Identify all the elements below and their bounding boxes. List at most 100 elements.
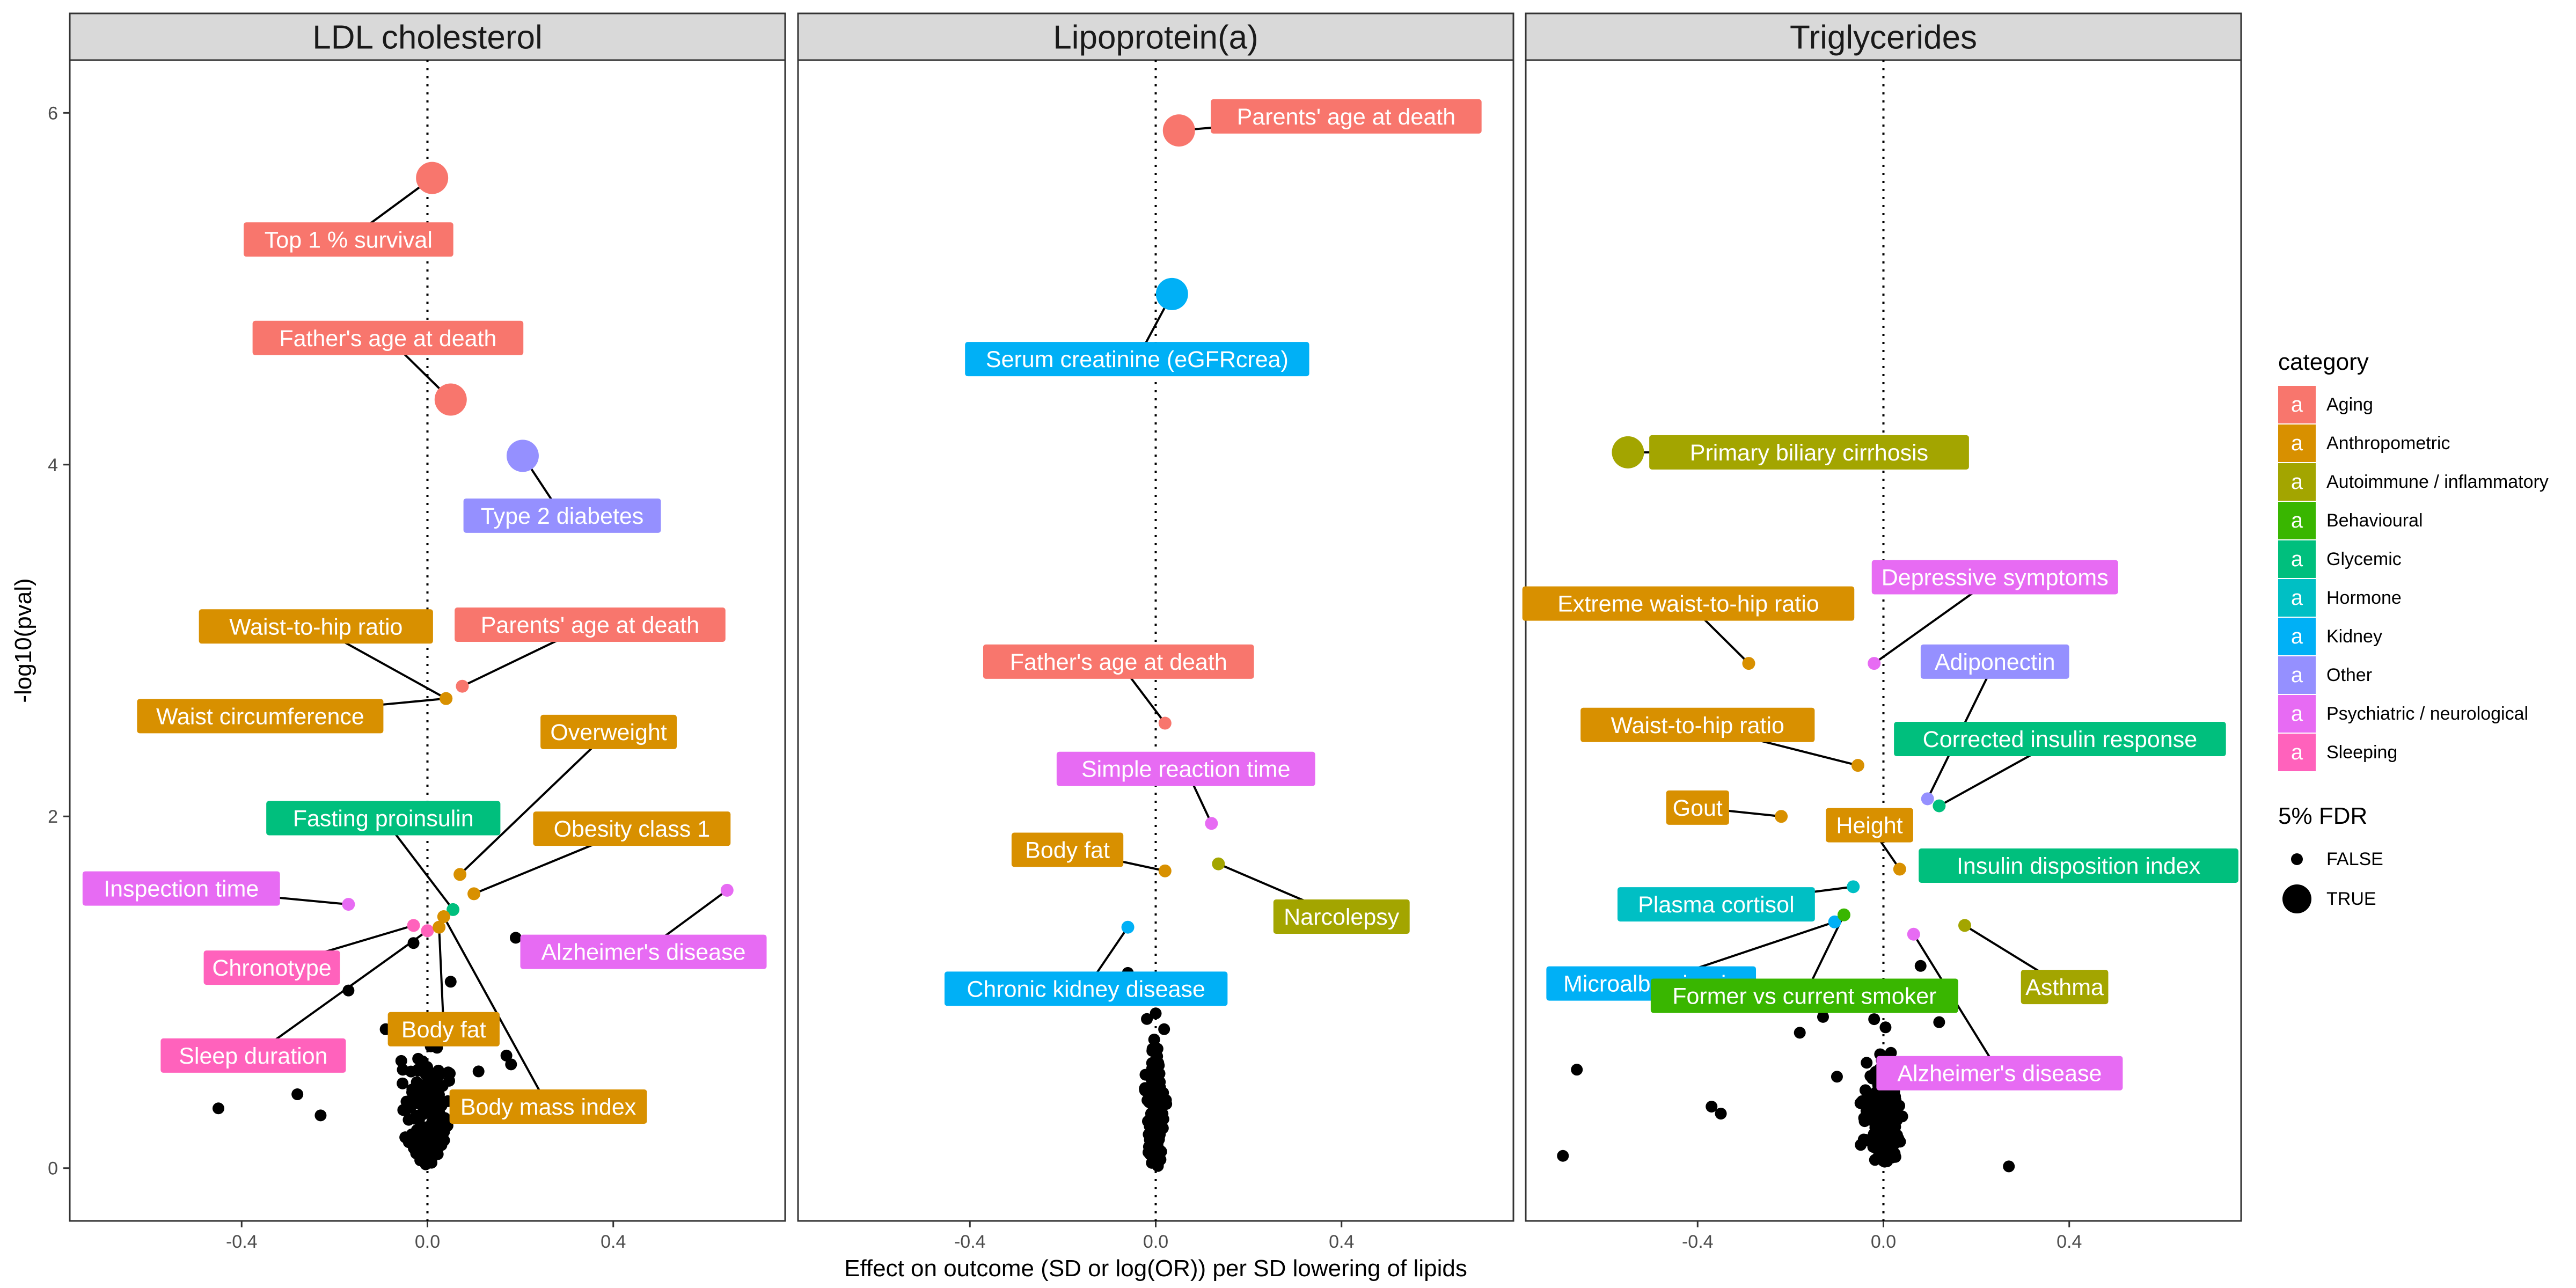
trait-point-highlighted — [1612, 436, 1644, 469]
trait-point — [411, 1124, 423, 1136]
facet-panel: Lipoprotein(a) -0.4 0.0 0.4 Parents' age at … — [797, 12, 1514, 1252]
trait-label: Type 2 diabetes — [481, 503, 644, 529]
trait-label: Primary biliary cirrhosis — [1690, 440, 1928, 466]
trait-point — [429, 1142, 442, 1154]
trait-point-highlighted — [421, 924, 434, 938]
trait-label-box — [449, 1089, 647, 1124]
trait-point-highlighted — [1121, 920, 1135, 934]
fdr-legend-label: TRUE — [2326, 888, 2376, 909]
x-tick-label: 0.0 — [1143, 1232, 1168, 1252]
trait-label-box — [1011, 832, 1124, 867]
trait-label: Waist-to-hip ratio — [1611, 713, 1784, 738]
trait-label: Inspection time — [104, 876, 259, 902]
trait-label: Top 1 % survival — [265, 227, 433, 253]
trait-point — [1879, 1021, 1892, 1034]
facet-title: LDL cholesterol — [312, 19, 543, 56]
trait-point-highlighted — [1775, 810, 1788, 823]
trait-label-box — [2021, 970, 2109, 1005]
x-tick-label: -0.4 — [226, 1232, 258, 1252]
fdr-legend-label: FALSE — [2326, 848, 2383, 869]
trait-point-highlighted — [1868, 657, 1881, 670]
trait-point — [1855, 1139, 1867, 1151]
trait-label-box — [1876, 1056, 2123, 1091]
trait-label: Father's age at death — [1010, 649, 1227, 675]
legend-item: a Hormone — [2278, 579, 2568, 617]
trait-label: Waist circumference — [156, 704, 364, 729]
trait-label: Fasting proinsulin — [293, 806, 474, 832]
legend-label: Other — [2326, 664, 2373, 685]
trait-label-box — [252, 320, 524, 355]
trait-point — [1148, 1134, 1161, 1146]
fdr-legend-title: 5% FDR — [2278, 803, 2368, 829]
x-tick-label: 0.4 — [2057, 1232, 2082, 1252]
trait-point-highlighted — [1828, 915, 1841, 928]
trait-label: Corrected insulin response — [1923, 727, 2198, 752]
trait-point-highlighted — [1907, 927, 1920, 941]
x-tick-label: 0.4 — [1329, 1232, 1354, 1252]
trait-label-box — [983, 644, 1254, 679]
trait-point — [1141, 1013, 1153, 1025]
trait-label-box — [540, 714, 677, 749]
trait-point — [429, 1131, 442, 1144]
trait-label: Body fat — [401, 1017, 486, 1043]
trait-point — [1139, 1082, 1151, 1095]
trait-point-highlighted — [1742, 657, 1755, 670]
trait-point — [1158, 1023, 1170, 1035]
trait-point — [2003, 1160, 2015, 1173]
trait-point — [444, 976, 457, 988]
trait-label: Parents' age at death — [1237, 104, 1455, 130]
trait-point — [1557, 1150, 1569, 1162]
x-tick-label: -0.4 — [1682, 1232, 1714, 1252]
fdr-small-dot-icon — [2278, 840, 2316, 878]
trait-point — [422, 1079, 435, 1092]
trait-point — [402, 1136, 415, 1148]
trait-label-box — [965, 342, 1309, 377]
trait-point — [406, 1083, 419, 1095]
trait-label: Father's age at death — [279, 326, 496, 352]
facet-panel: LDL cholesterol -0.4 0.0 0.4 0 2 4 6 Top 1 % sur… — [48, 12, 786, 1252]
trait-label: Depressive symptoms — [1882, 565, 2109, 591]
trait-point — [1868, 1013, 1880, 1026]
trait-point — [432, 1121, 444, 1133]
trait-point — [1571, 1064, 1583, 1076]
trait-point — [425, 1153, 437, 1166]
trait-point — [1861, 1057, 1873, 1069]
trait-point-highlighted — [1933, 799, 1946, 813]
trait-label-box — [1920, 644, 2069, 679]
trait-point-highlighted — [506, 440, 539, 472]
trait-label-box — [160, 1038, 346, 1073]
legend-item: a Autoimmune / inflammatory — [2278, 463, 2568, 501]
trait-point-highlighted — [1851, 759, 1864, 772]
trait-point-highlighted — [440, 692, 453, 705]
trait-label-box — [1211, 99, 1482, 134]
trait-label-box — [463, 498, 661, 533]
trait-label-box — [1919, 848, 2238, 883]
labeled-points: Primary biliary cirrhosis Depressive symp… — [1522, 435, 2238, 1091]
trait-label-box — [1894, 722, 2226, 757]
trait-label: Insulin disposition index — [1957, 853, 2201, 879]
trait-point-highlighted — [342, 898, 355, 911]
trait-label: Asthma — [2025, 975, 2104, 1000]
trait-label-box — [1650, 978, 1958, 1013]
trait-point — [444, 1067, 456, 1080]
trait-label: Chronotype — [212, 955, 331, 981]
trait-point-highlighted — [1847, 880, 1860, 894]
trait-label-box — [1580, 707, 1815, 742]
trait-point — [1872, 1140, 1884, 1152]
legend-label: Psychiatric / neurological — [2326, 703, 2529, 724]
trait-point — [291, 1088, 304, 1101]
trait-label: Alzheimer's disease — [541, 940, 745, 965]
legend-label: Kidney — [2326, 626, 2382, 647]
fdr-legend-item-true: TRUE — [2278, 879, 2568, 919]
legend-item: a Glycemic — [2278, 540, 2568, 579]
trait-label-box — [266, 801, 501, 836]
trait-point — [1148, 1034, 1160, 1046]
trait-point-highlighted — [1958, 919, 1971, 932]
trait-label: Extreme waist-to-hip ratio — [1557, 591, 1819, 617]
legend-swatch: a — [2278, 734, 2316, 771]
trait-label-box — [1666, 790, 1729, 825]
trait-label-box — [1617, 887, 1815, 922]
legend-label: Aging — [2326, 394, 2373, 415]
trait-label: Adiponectin — [1935, 649, 2055, 675]
legend-item: a Anthropometric — [2278, 424, 2568, 463]
